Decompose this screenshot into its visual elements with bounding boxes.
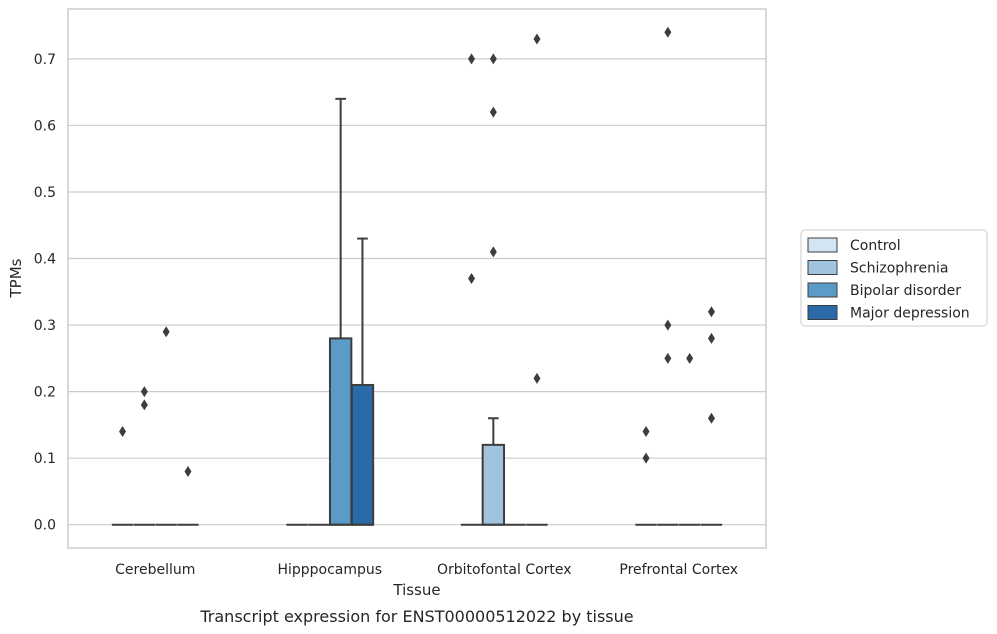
- plot-area: [67, 8, 767, 549]
- outlier-point: [707, 412, 715, 424]
- outlier-point: [642, 452, 650, 464]
- gridlines: [68, 58, 766, 526]
- outlier-point: [162, 326, 170, 338]
- x-tick-labels: Cerebellum Hipppocampus Orbitofontal Corte…: [115, 562, 738, 578]
- legend-item: Control: [807, 237, 901, 254]
- outlier-point: [533, 372, 541, 384]
- legend-frame: [800, 229, 988, 327]
- legend-swatch: [807, 305, 838, 320]
- box: [350, 237, 375, 526]
- y-tick-label: 0.2: [34, 385, 56, 401]
- outlier-point: [707, 332, 715, 344]
- legend-label: Control: [850, 238, 901, 254]
- y-tick-label: 0.6: [34, 118, 56, 134]
- outlier-point: [119, 426, 127, 438]
- outliers: [119, 26, 715, 477]
- outlier-point: [707, 306, 715, 318]
- legend-label: Major depression: [850, 306, 970, 322]
- y-tick-label: 0.1: [34, 451, 56, 467]
- x-tick-label: Hipppocampus: [277, 562, 382, 578]
- legend-item: Bipolar disorder: [807, 282, 961, 299]
- y-axis-label: TPMs: [7, 258, 25, 298]
- outlier-point: [140, 399, 148, 411]
- y-tick-label: 0.3: [34, 318, 56, 334]
- legend-swatch: [807, 237, 838, 253]
- outlier-point: [489, 106, 497, 118]
- x-tick-label: Prefrontal Cortex: [619, 562, 738, 578]
- legend-swatch: [807, 260, 838, 275]
- outlier-point: [664, 26, 672, 38]
- legend-items: Control Schizophrenia Bipolar disorder Majo…: [807, 237, 970, 322]
- box-body: [328, 337, 353, 526]
- chart-caption: Transcript expression for ENST0000051202…: [199, 607, 633, 626]
- boxes: [111, 97, 723, 526]
- box: [328, 97, 353, 526]
- x-tick-label: Orbitofontal Cortex: [437, 562, 572, 578]
- outlier-point: [489, 53, 497, 65]
- outlier-point: [664, 319, 672, 331]
- y-tick-label: 0.0: [34, 518, 56, 534]
- y-tick-label: 0.4: [34, 252, 56, 268]
- outlier-point: [140, 386, 148, 398]
- outlier-point: [468, 273, 476, 284]
- legend-item: Schizophrenia: [807, 260, 948, 277]
- legend-swatch: [807, 282, 838, 298]
- legend-label: Schizophrenia: [850, 261, 948, 277]
- outlier-point: [468, 53, 476, 65]
- box: [481, 417, 506, 526]
- outlier-point: [184, 465, 192, 477]
- y-tick-label: 0.5: [34, 185, 56, 201]
- box-body: [350, 383, 375, 526]
- legend: Control Schizophrenia Bipolar disorder Majo…: [800, 229, 988, 327]
- x-tick-label: Cerebellum: [115, 562, 195, 578]
- y-tick-label: 0.7: [34, 52, 56, 68]
- outlier-point: [533, 33, 541, 45]
- y-tick-labels: 0.0 0.1 0.2 0.3 0.4 0.5 0.6 0.7: [34, 52, 56, 534]
- box-body: [481, 443, 506, 526]
- outlier-point: [686, 352, 694, 364]
- outlier-point: [489, 246, 497, 258]
- legend-item: Major depression: [807, 305, 970, 322]
- legend-label: Bipolar disorder: [850, 283, 961, 299]
- outlier-point: [664, 352, 672, 364]
- outlier-point: [642, 426, 650, 438]
- x-axis-label: Tissue: [392, 581, 440, 599]
